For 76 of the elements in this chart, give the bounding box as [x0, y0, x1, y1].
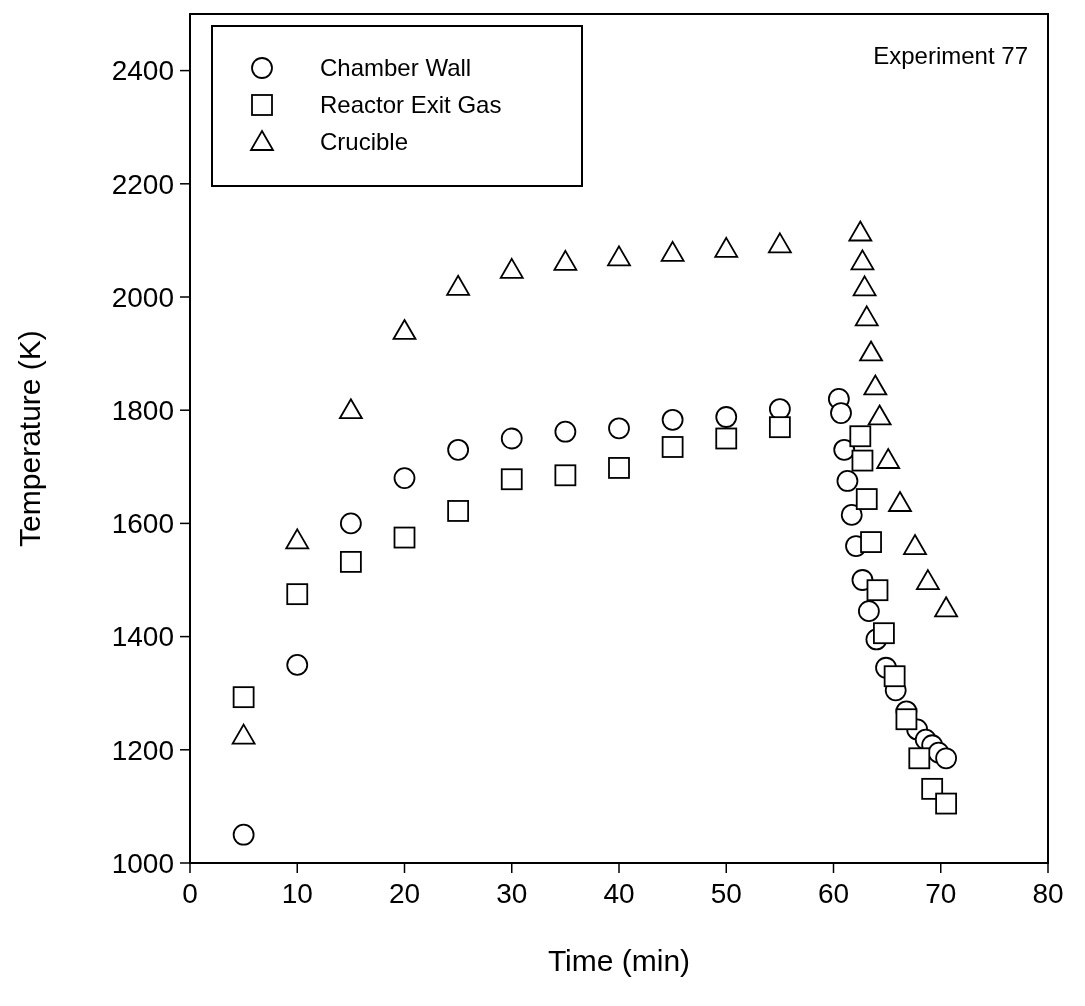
x-axis-title: Time (min) — [547, 944, 691, 977]
point — [661, 408, 684, 431]
point — [339, 550, 362, 573]
y-tick-label: 1000 — [111, 847, 174, 879]
legend-label: Reactor Exit Gas — [320, 91, 502, 119]
point — [852, 275, 877, 297]
legend-label: Chamber Wall — [320, 54, 472, 82]
point — [447, 500, 470, 522]
point — [660, 240, 685, 262]
x-tick-label: 0 — [182, 878, 198, 909]
point — [836, 470, 859, 492]
point — [232, 823, 255, 846]
legend-label: Crucible — [320, 128, 409, 156]
x-tick-label: 50 — [710, 878, 742, 909]
x-tick-label: 80 — [1032, 878, 1064, 909]
point — [499, 257, 524, 279]
point — [500, 468, 523, 491]
point — [867, 404, 892, 426]
annotation: Experiment 77 — [873, 42, 1028, 69]
point — [446, 274, 471, 296]
point — [859, 340, 883, 362]
point — [392, 319, 417, 340]
point — [715, 406, 738, 428]
y-tick-label: 1200 — [111, 734, 174, 766]
x-tick-label: 70 — [925, 878, 957, 909]
point — [231, 723, 256, 745]
point — [767, 232, 792, 254]
y-tick-label: 1600 — [111, 508, 174, 540]
point — [830, 402, 852, 424]
point — [286, 583, 309, 606]
point — [860, 531, 882, 553]
point — [934, 596, 959, 618]
point — [661, 436, 684, 458]
point — [286, 654, 309, 676]
point — [848, 220, 873, 242]
x-tick-label: 30 — [496, 878, 528, 909]
point — [903, 534, 927, 555]
point — [851, 449, 874, 472]
point — [285, 528, 310, 550]
point — [895, 708, 918, 731]
point — [232, 686, 255, 709]
point — [554, 420, 577, 443]
point — [714, 236, 739, 258]
point — [447, 438, 470, 461]
point — [768, 416, 791, 439]
point — [855, 488, 878, 510]
x-tick-label: 10 — [281, 878, 313, 909]
point — [553, 250, 578, 271]
y-tick-label: 2000 — [111, 281, 174, 313]
point — [866, 579, 889, 602]
y-tick-label: 1800 — [111, 395, 174, 426]
point — [876, 448, 901, 469]
y-tick-label: 2200 — [111, 168, 174, 200]
point — [915, 569, 940, 591]
point — [338, 398, 363, 420]
y-tick-label: 2400 — [111, 55, 174, 87]
y-axis-title: Temperature (K) — [13, 330, 46, 547]
point — [715, 427, 738, 450]
x-tick-label: 60 — [817, 878, 850, 909]
x-tick-label: 40 — [603, 878, 635, 909]
point — [607, 245, 631, 267]
point — [850, 249, 875, 271]
x-tick-label: 20 — [388, 878, 421, 909]
point — [873, 622, 895, 645]
point — [849, 425, 872, 448]
point — [863, 374, 888, 396]
point — [888, 491, 912, 512]
y-tick-label: 1400 — [111, 621, 174, 653]
point — [935, 792, 958, 815]
point — [908, 747, 931, 770]
point — [883, 665, 906, 688]
point — [608, 417, 630, 440]
point — [935, 747, 958, 770]
point — [393, 526, 416, 549]
point — [554, 464, 577, 487]
point — [854, 305, 879, 327]
